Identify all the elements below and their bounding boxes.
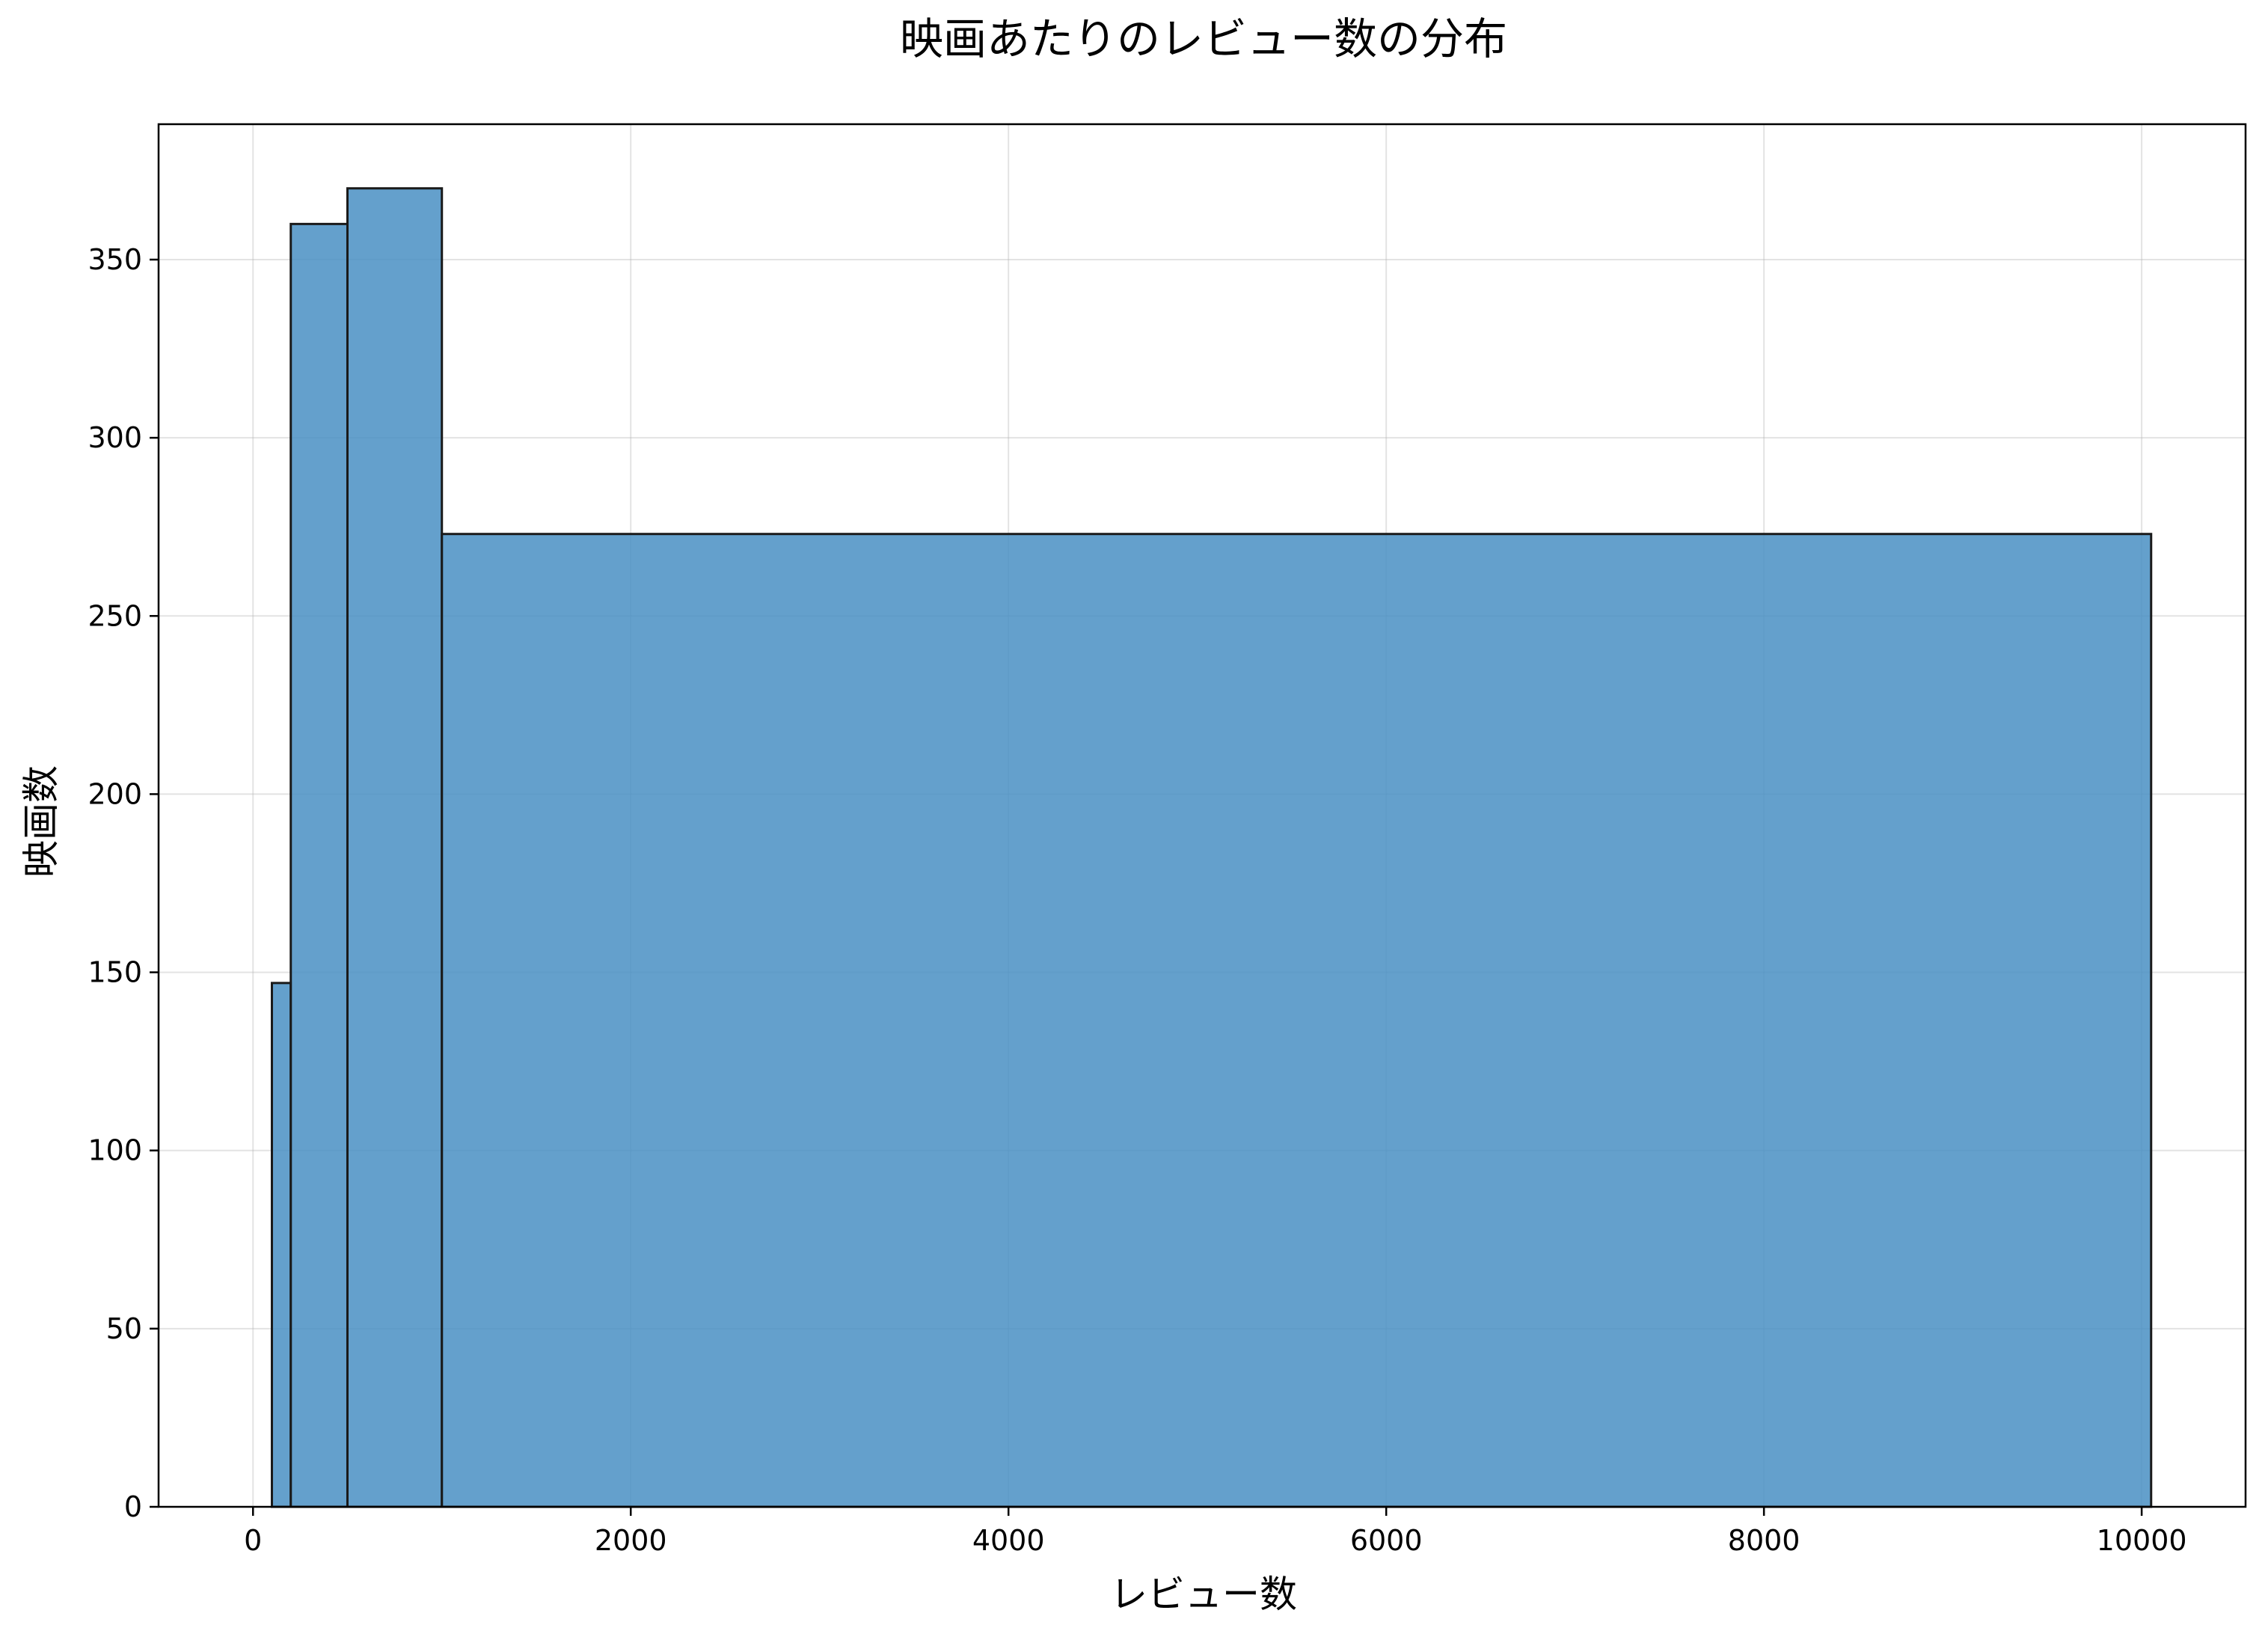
histogram-bar [289, 222, 349, 1508]
x-tick-label: 10000 [2097, 1524, 2187, 1557]
x-tick-label: 2000 [595, 1524, 667, 1557]
bars [270, 187, 2153, 1508]
histogram-bar [270, 982, 292, 1508]
y-axis-label: 映画数 [19, 765, 63, 878]
y-tick-label: 350 [88, 243, 142, 276]
y-tick-label: 100 [88, 1134, 142, 1167]
y-tick-label: 150 [88, 956, 142, 989]
x-tick-label: 6000 [1350, 1524, 1423, 1557]
histogram-bar [346, 187, 444, 1508]
histogram-bar [441, 533, 2153, 1508]
chart-title: 映画あたりのレビュー数の分布 [900, 13, 1507, 64]
plot-frame [157, 123, 2247, 1508]
y-tick-label: 200 [88, 777, 142, 810]
y-tick-label: 50 [106, 1312, 142, 1345]
x-tick-label: 4000 [972, 1524, 1045, 1557]
y-tick-label: 250 [88, 599, 142, 632]
y-tick-label: 300 [88, 421, 142, 454]
x-tick-label: 8000 [1728, 1524, 1800, 1557]
x-tick-label: 0 [244, 1524, 262, 1557]
axis-ticks: 0 2000 4000 6000 8000 10000 0 50 100 150 200 250 300… [88, 243, 2186, 1557]
x-axis-label: レビュー数 [1110, 1573, 1297, 1616]
y-tick-label: 0 [124, 1490, 142, 1523]
